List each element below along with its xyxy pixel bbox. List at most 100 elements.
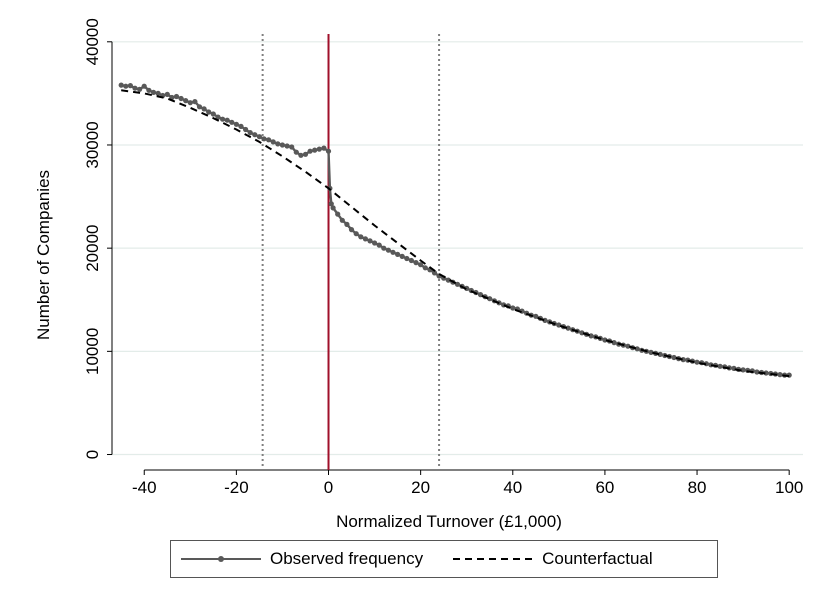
observed-point [127,83,133,89]
observed-point [279,142,285,148]
observed-point [243,126,249,133]
observed-point [376,242,382,248]
observed-point [362,236,368,242]
observed-point [123,83,129,89]
observed-point [454,281,461,287]
observed-point [565,325,571,331]
observed-point [390,249,396,255]
observed-point [372,240,378,246]
observed-point [385,247,391,253]
observed-point [754,369,760,375]
y-tick-label: 0 [83,450,102,459]
observed-point [206,109,212,115]
observed-point [178,95,184,102]
observed-point [196,104,203,110]
x-tick-label: -20 [224,478,249,497]
observed-point [192,99,198,105]
observed-point [164,91,170,97]
y-tick-label: 30000 [83,121,102,168]
observed-point [270,139,276,145]
legend-line-marker-icon [181,556,261,562]
observed-point [510,305,516,311]
legend-item-observed: Observed frequency [181,549,423,569]
observed-point [395,251,401,257]
x-tick-label: 0 [324,478,333,497]
series-counterfactual-line [121,89,790,378]
observed-point [201,106,207,112]
observed-point [183,98,189,104]
observed-point [533,313,539,319]
observed-point [146,87,152,93]
observed-point [330,205,336,211]
observed-point [266,137,272,143]
series-observed-line [120,83,790,377]
observed-point [487,296,493,302]
legend-dashed-line-icon [453,558,534,560]
observed-point [367,238,373,244]
observed-point [187,100,193,106]
observed-point [284,143,290,149]
observed-point [261,136,267,142]
observed-point [740,367,746,373]
x-tick-label: 100 [775,478,803,497]
observed-point [445,277,451,283]
x-axis-label: Normalized Turnover (£1,000) [336,512,562,531]
series-layer [118,82,792,378]
observed-point [289,144,295,150]
observed-point [339,217,345,223]
observed-point [413,260,419,266]
observed-point [431,270,438,276]
observed-point [256,134,262,140]
x-tick-label: 20 [411,478,430,497]
axes: 0 10000 20000 30000 40000 -40 -20 0 20 40 60 80 100 [83,18,803,497]
y-tick-label: 10000 [83,328,102,375]
observed-point [141,83,147,89]
observed-point [150,89,157,95]
observed-point [293,149,299,155]
observed-point [418,262,424,268]
observed-point [344,221,350,227]
observed-point [321,145,327,151]
observed-point [328,201,334,207]
observed-point [173,93,180,100]
observed-point [137,86,143,92]
observed-point [325,148,332,154]
legend-item-counterfactual: Counterfactual [453,549,653,569]
x-tick-label: 80 [688,478,707,497]
observed-point [657,351,663,357]
observed-point [422,265,428,271]
observed-point [312,147,318,153]
vertical-reference-lines [261,34,441,470]
observed-point [399,253,405,259]
observed-point [316,146,322,152]
x-tick-label: -40 [132,478,157,497]
legend: Observed frequency Counterfactual [170,540,718,578]
observed-point [238,123,244,129]
observed-point [275,141,281,147]
observed-point [671,354,677,361]
y-tick-label: 20000 [83,225,102,272]
observed-point [252,132,258,138]
observed-point [404,255,410,262]
observed-point [353,231,359,237]
observed-point [224,117,230,123]
observed-point [335,211,341,217]
observed-point [408,257,414,264]
observed-point [717,363,723,369]
y-tick-label: 40000 [83,18,102,65]
observed-point [358,234,364,240]
y-axis-label: Number of Companies [34,170,53,340]
observed-point [694,359,700,365]
observed-point [229,119,235,125]
grid-lines [112,41,803,456]
x-tick-label: 60 [595,478,614,497]
observed-point [210,111,216,117]
observed-point [132,85,138,91]
legend-label-counterfactual: Counterfactual [542,549,653,568]
observed-point [777,372,783,378]
x-tick-label: 40 [503,478,522,497]
observed-point [215,114,221,120]
observed-point [298,152,304,158]
